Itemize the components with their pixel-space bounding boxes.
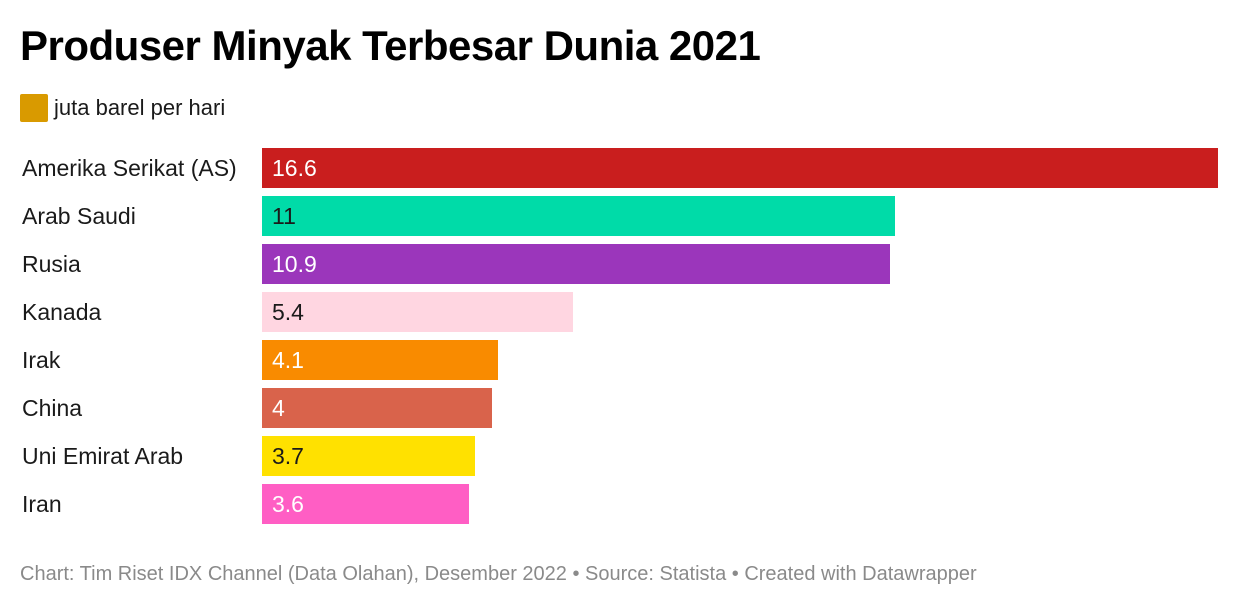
category-label: Kanada	[22, 299, 102, 325]
bar-value-label: 16.6	[272, 155, 317, 181]
chart-footer: Chart: Tim Riset IDX Channel (Data Olaha…	[20, 563, 977, 585]
bar	[262, 148, 1218, 188]
category-label: Rusia	[22, 251, 81, 277]
legend-label: juta barel per hari	[54, 95, 226, 120]
bar-value-label: 3.7	[272, 443, 304, 469]
bar	[262, 484, 469, 524]
bar-value-label: 5.4	[272, 299, 304, 325]
bar-value-label: 10.9	[272, 251, 317, 277]
bar-value-label: 11	[272, 203, 296, 229]
bar-value-label: 4.1	[272, 347, 304, 373]
category-label: Uni Emirat Arab	[22, 443, 184, 469]
bar	[262, 292, 573, 332]
chart-title: Produser Minyak Terbesar Dunia 2021	[20, 22, 761, 69]
category-label: Iran	[22, 491, 62, 517]
bar	[262, 340, 498, 380]
bar-value-label: 4	[272, 395, 285, 421]
category-label: Irak	[22, 347, 61, 373]
legend: juta barel per hari	[20, 93, 225, 123]
bar-value-label: 3.6	[272, 491, 304, 517]
category-label: Arab Saudi	[22, 203, 136, 229]
bar	[262, 388, 492, 428]
bar	[262, 436, 475, 476]
bar	[262, 196, 895, 236]
legend-swatch	[20, 94, 48, 122]
bar	[262, 244, 890, 284]
category-label: Amerika Serikat (AS)	[22, 155, 237, 181]
category-label: China	[22, 395, 83, 421]
